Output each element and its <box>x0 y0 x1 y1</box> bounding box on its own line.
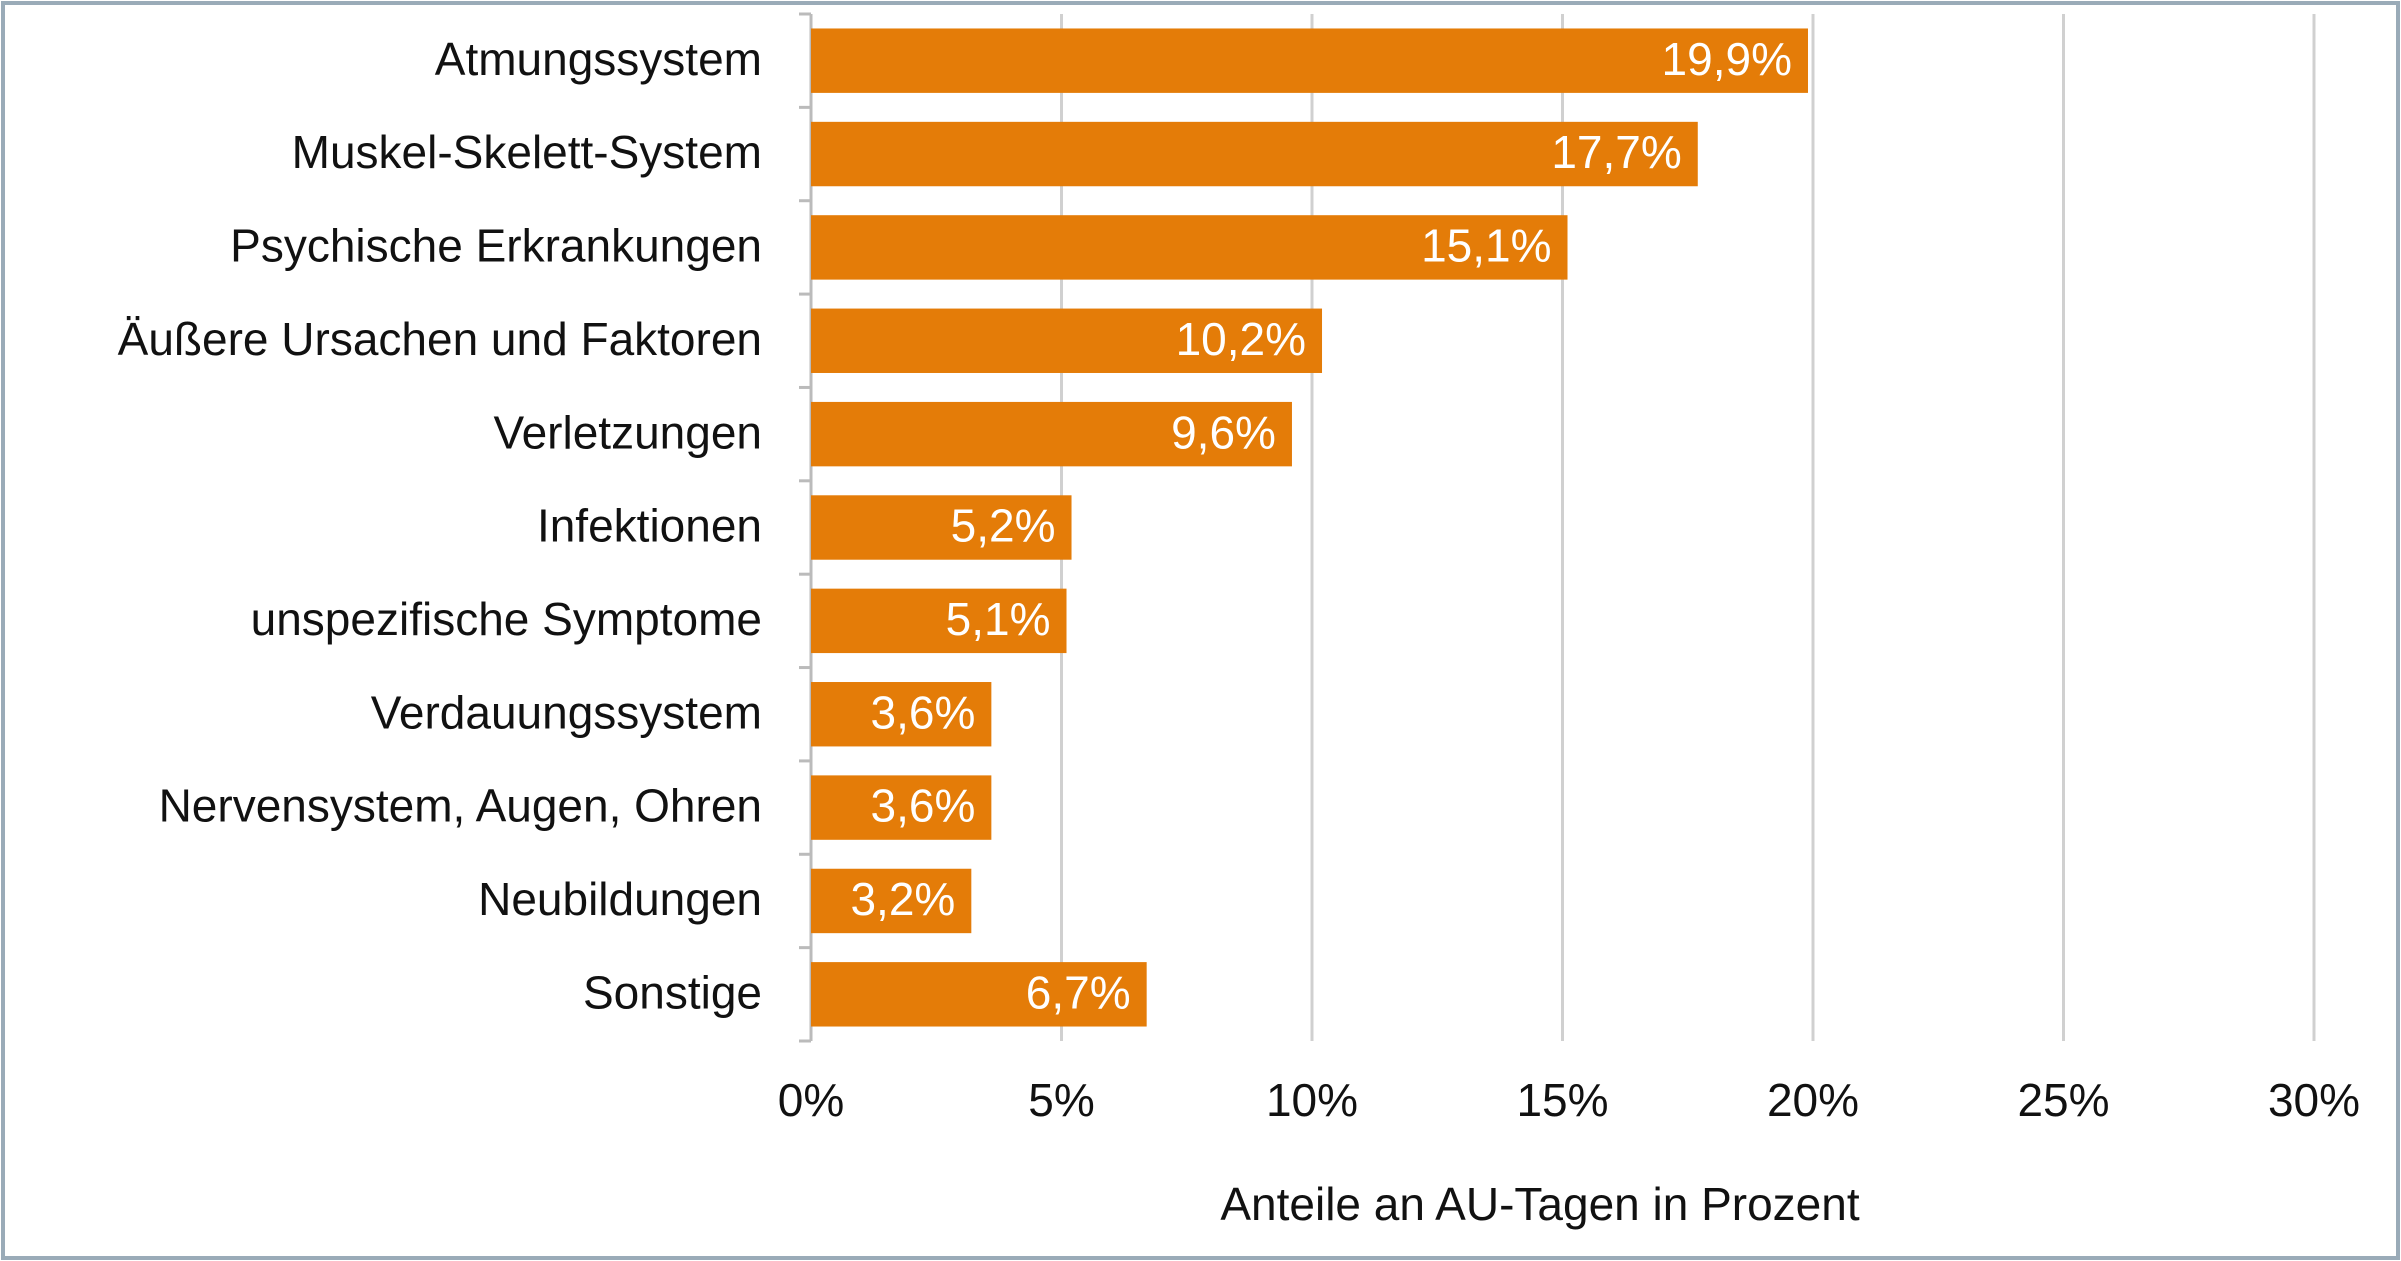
y-tick-label: Verletzungen <box>493 406 762 458</box>
y-tick-label: Infektionen <box>537 500 762 552</box>
value-label: 5,2% <box>951 500 1056 552</box>
y-tick-label: Muskel-Skelett-System <box>292 126 762 178</box>
bar <box>811 121 1698 187</box>
y-tick-label: Atmungssystem <box>435 33 762 85</box>
x-tick-label: 10% <box>1266 1074 1358 1126</box>
y-tick-label: unspezifische Symptome <box>251 593 762 645</box>
bar <box>811 682 992 747</box>
bar <box>811 775 992 840</box>
y-tick-label: Psychische Erkrankungen <box>230 220 762 272</box>
y-tick-label: Äußere Ursachen und Faktoren <box>118 313 762 365</box>
value-label: 6,7% <box>1026 966 1131 1018</box>
value-label: 3,6% <box>871 686 976 738</box>
bar <box>811 962 1147 1027</box>
y-tick-label: Verdauungssystem <box>371 686 762 738</box>
x-tick-label: 5% <box>1028 1074 1094 1126</box>
y-tick-label: Sonstige <box>583 966 762 1018</box>
bar <box>811 868 972 934</box>
value-label: 17,7% <box>1551 126 1681 178</box>
bar <box>811 588 1067 654</box>
bar <box>811 401 1292 467</box>
value-label: 9,6% <box>1171 406 1276 458</box>
x-tick-label: 0% <box>778 1074 844 1126</box>
value-label: 10,2% <box>1176 313 1306 365</box>
bar <box>811 495 1072 560</box>
value-label: 3,6% <box>871 780 976 832</box>
value-label: 3,2% <box>850 873 955 925</box>
value-label: 15,1% <box>1421 220 1551 272</box>
x-axis-title: Anteile an AU-Tagen in Prozent <box>1220 1178 1860 1230</box>
y-tick-label: Nervensystem, Augen, Ohren <box>159 780 762 832</box>
x-tick-label: 25% <box>2017 1074 2109 1126</box>
bar <box>811 308 1323 373</box>
x-tick-label: 20% <box>1767 1074 1859 1126</box>
bar <box>811 215 1568 280</box>
value-label: 19,9% <box>1662 33 1792 85</box>
x-tick-label: 15% <box>1516 1074 1608 1126</box>
value-label: 5,1% <box>946 593 1051 645</box>
y-tick-label: Neubildungen <box>478 873 762 925</box>
bar <box>811 28 1808 93</box>
x-tick-label: 30% <box>2268 1074 2360 1126</box>
